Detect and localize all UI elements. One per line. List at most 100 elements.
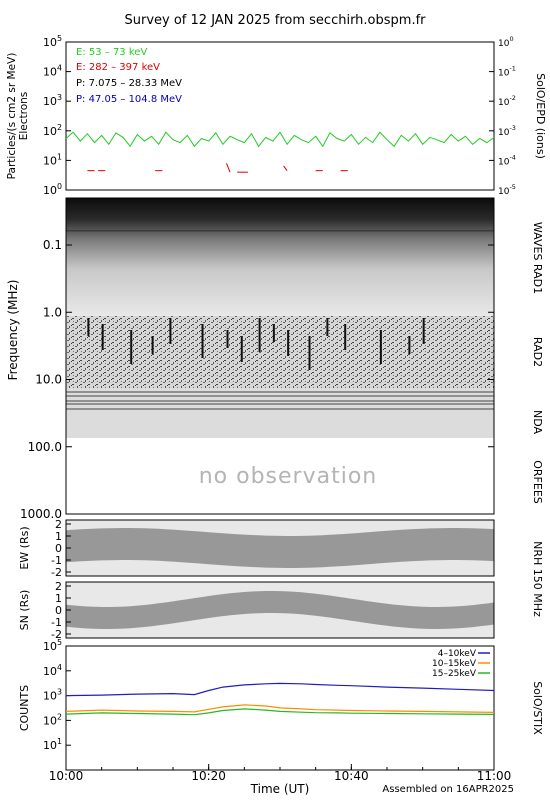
stix-axis: 101 102 103 104 105 — [43, 638, 71, 752]
epd-right-label: SolO/EPD (ions) — [534, 73, 547, 159]
rad2-burst — [87, 318, 90, 336]
frequency-tick-label: 0.1 — [43, 238, 62, 252]
stix-series — [65, 682, 495, 716]
nrh-sn-axis: 210-1-2 — [51, 580, 71, 641]
stix-tick-label: 103 — [43, 688, 62, 703]
epd-ylabel: Particles/(s cm2 sr MeV) — [6, 53, 18, 180]
epd-series-e-low — [65, 131, 495, 148]
nrh-sn-panel: 210-1-2 SN (Rs) — [18, 580, 495, 641]
epd-series-e-high-segment — [226, 163, 231, 173]
nda-lines — [66, 391, 494, 410]
rad2-burst — [201, 324, 204, 358]
nrh-ew-tick-label: -2 — [51, 566, 62, 579]
nrh-sn-tick-label: 1 — [55, 592, 62, 605]
epd-left-tick-label: 101 — [43, 152, 62, 167]
rad2-burst — [344, 324, 347, 350]
orfees-label: ORFEES — [531, 460, 544, 504]
stix-series-10-15 — [65, 704, 495, 713]
radio-panel: 0.1 1.0 10.0 100.0 1000.0 no observation Fre… — [6, 197, 544, 521]
time-tick-label: 10:00 — [49, 769, 84, 783]
stix-tick-label: 102 — [43, 712, 62, 727]
nrh-ew-axis: 210-1-2 — [51, 518, 71, 579]
rad2-burst-marks — [87, 318, 425, 370]
epd-ylabel-electrons: Electrons — [18, 92, 30, 141]
rad1-band — [66, 198, 494, 316]
time-tick-label: 10:40 — [334, 769, 369, 783]
nrh-ew-tick-label: 0 — [55, 542, 62, 555]
stix-tick-label: 105 — [43, 638, 62, 653]
nrh-ew-ylabel: EW (Rs) — [18, 526, 31, 569]
stix-ylabel: COUNTS — [18, 685, 31, 731]
nrh-label: NRH 150 MHz — [531, 541, 544, 617]
nrh-sn-tick-label: 0 — [55, 604, 62, 617]
time-axis: 10:00 10:20 10:40 11:00 — [49, 764, 512, 783]
epd-legend-e-high: E: 282 – 397 keV — [76, 62, 160, 73]
rad2-burst — [308, 336, 311, 370]
nrh-ew-panel: 210-1-2 EW (Rs) — [18, 518, 495, 579]
epd-left-tick-label: 100 — [43, 182, 62, 197]
time-tick-label: 10:20 — [191, 769, 226, 783]
frequency-tick-label: 100.0 — [28, 440, 62, 454]
figure-title: Survey of 12 JAN 2025 from secchirh.obsp… — [125, 13, 427, 28]
stix-legend-4-10: 4–10keV — [438, 649, 477, 659]
nrh-ew-tick-label: 1 — [55, 530, 62, 543]
nrh-sn-ylabel: SN (Rs) — [18, 590, 31, 631]
rad2-burst — [101, 324, 104, 350]
epd-legend-e-low: E: 53 – 73 keV — [76, 47, 147, 58]
rad2-label: RAD2 — [531, 337, 544, 367]
nrh-sn-tick-label: -2 — [51, 628, 62, 641]
epd-legend: E: 53 – 73 keV E: 282 – 397 keV P: 7.075… — [76, 47, 182, 105]
rad2-burst — [258, 318, 261, 352]
epd-right-tick-label: 10-3 — [498, 124, 516, 138]
frequency-tick-label: 1000.0 — [20, 507, 62, 521]
time-tick-label: 11:00 — [477, 769, 512, 783]
nrh-ew-tick-label: 2 — [55, 518, 62, 531]
stix-tick-label: 104 — [43, 663, 62, 678]
frequency-axis: 0.1 1.0 10.0 100.0 1000.0 — [20, 238, 494, 521]
nrh-ew-tick-label: -1 — [51, 554, 62, 567]
epd-frame — [65, 41, 495, 191]
epd-left-tick-label: 105 — [43, 34, 62, 49]
rad2-burst — [379, 330, 382, 364]
rad2-burst — [422, 318, 425, 344]
rad2-burst — [272, 324, 275, 342]
no-observation-label: no observation — [199, 464, 378, 489]
nrh-sn-tick-label: 2 — [55, 580, 62, 593]
rad2-burst — [408, 336, 411, 354]
rad2-burst — [287, 330, 290, 356]
rad1-line — [66, 230, 494, 232]
epd-legend-p-high: P: 47.05 – 104.8 MeV — [76, 94, 182, 105]
stix-legend-10-15: 10–15keV — [432, 659, 477, 669]
epd-right-tick-label: 10-1 — [498, 65, 516, 79]
nrh-sn-band — [66, 591, 494, 629]
stix-panel: 101 102 103 104 105 4–10keV 10–15keV 15–25ke… — [18, 638, 544, 771]
radio-frame — [65, 197, 495, 515]
epd-legend-p-low: P: 7.075 – 28.33 MeV — [76, 78, 182, 89]
epd-right-tick-label: 10-5 — [498, 183, 516, 197]
nrh-ew-band — [66, 528, 494, 568]
nrh-sn-tick-label: -1 — [51, 616, 62, 629]
rad2-burst — [326, 318, 329, 336]
epd-left-tick-label: 103 — [43, 93, 62, 108]
stix-series-15-25 — [65, 708, 495, 716]
epd-left-tick-label: 102 — [43, 123, 62, 138]
nda-label: NDA — [531, 410, 544, 435]
epd-right-axis: 10-5 10-4 10-3 10-2 10-1 100 — [489, 35, 516, 197]
epd-series — [65, 131, 495, 173]
stix-right-label: SolO/STIX — [531, 681, 544, 735]
stix-series-4-10 — [65, 682, 495, 697]
rad2-burst — [169, 318, 172, 344]
assembled-note: Assembled on 16APR2025 — [382, 784, 514, 795]
frequency-ylabel: Frequency (MHz) — [6, 280, 20, 381]
frequency-tick-label: 1.0 — [43, 305, 62, 319]
stix-legend-15-25: 15–25keV — [432, 669, 477, 679]
stix-tick-label: 101 — [43, 737, 62, 752]
epd-right-tick-label: 10-2 — [498, 94, 516, 108]
rad2-burst — [226, 330, 229, 348]
rad2-burst — [240, 336, 243, 362]
epd-left-axis: 100 101 102 103 104 105 — [43, 34, 71, 197]
stix-legend: 4–10keV 10–15keV 15–25keV — [432, 649, 490, 679]
epd-right-tick-label: 100 — [498, 35, 514, 49]
